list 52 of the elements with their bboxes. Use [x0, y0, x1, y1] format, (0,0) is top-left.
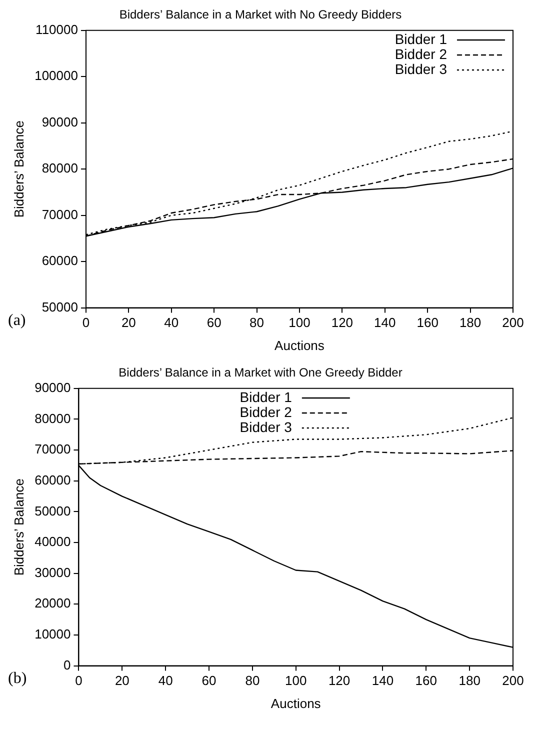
legend-label: Bidder 1	[394, 31, 447, 48]
x-tick-label: 160	[415, 673, 437, 688]
y-axis-title: Bidders’ Balance	[11, 120, 26, 218]
x-tick-label: 120	[331, 315, 354, 330]
x-tick-label: 160	[416, 315, 438, 330]
y-tick-label: 80000	[34, 410, 71, 426]
y-tick-label: 20000	[34, 596, 71, 611]
y-tick-label: 70000	[42, 206, 78, 222]
y-axis-title: Bidders’ Balance	[11, 478, 26, 576]
x-tick-label: 200	[502, 315, 524, 330]
x-tick-label: 40	[158, 673, 173, 688]
chart-title: Bidders’ Balance in a Market with No Greedy Bidders	[119, 8, 402, 22]
x-tick-label: 140	[372, 673, 394, 688]
legend-label: Bidder 1	[240, 389, 292, 406]
legend-label: Bidder 2	[240, 404, 292, 420]
text: (b)	[8, 670, 27, 688]
y-tick-label: 0	[64, 657, 71, 672]
x-tick-label: 100	[288, 315, 310, 330]
y-tick-label: 90000	[42, 114, 78, 130]
x-tick-label: 20	[114, 673, 130, 688]
y-tick-label: 50000	[42, 299, 78, 314]
y-tick-label: 30000	[34, 564, 71, 580]
y-tick-label: 10000	[34, 626, 71, 642]
y-tick-label: 60000	[34, 472, 71, 488]
x-tick-label: 120	[328, 673, 350, 688]
x-tick-label: 40	[164, 315, 179, 330]
y-tick-label: 50000	[34, 503, 71, 518]
x-tick-label: 60	[202, 673, 216, 688]
x-tick-label: 20	[121, 315, 136, 330]
x-tick-label: 80	[250, 315, 264, 330]
y-tick-label: 40000	[34, 534, 71, 550]
text: (a)	[8, 312, 26, 330]
y-tick-label: 60000	[42, 253, 78, 268]
y-tick-label: 70000	[34, 442, 71, 457]
y-tick-label: 100000	[34, 68, 78, 84]
x-axis-title: Auctions	[274, 338, 325, 353]
x-tick-label: 140	[374, 315, 396, 330]
x-axis-title: Auctions	[270, 696, 322, 711]
x-tick-label: 180	[458, 673, 480, 688]
legend-label: Bidder 3	[240, 419, 292, 436]
x-tick-label: 180	[459, 315, 482, 330]
x-tick-label: 100	[285, 673, 307, 688]
y-tick-label: 90000	[34, 380, 71, 395]
legend-label: Bidder 3	[394, 61, 447, 78]
legend-label: Bidder 2	[394, 46, 447, 62]
y-tick-label: 110000	[36, 22, 78, 37]
x-tick-label: 0	[82, 315, 90, 330]
x-tick-label: 200	[502, 673, 524, 688]
chart-title: Bidders’ Balance in a Market with One Greedy Bidder	[118, 366, 402, 380]
x-tick-label: 80	[245, 673, 260, 688]
x-tick-label: 60	[206, 315, 222, 330]
y-tick-label: 80000	[42, 160, 78, 176]
